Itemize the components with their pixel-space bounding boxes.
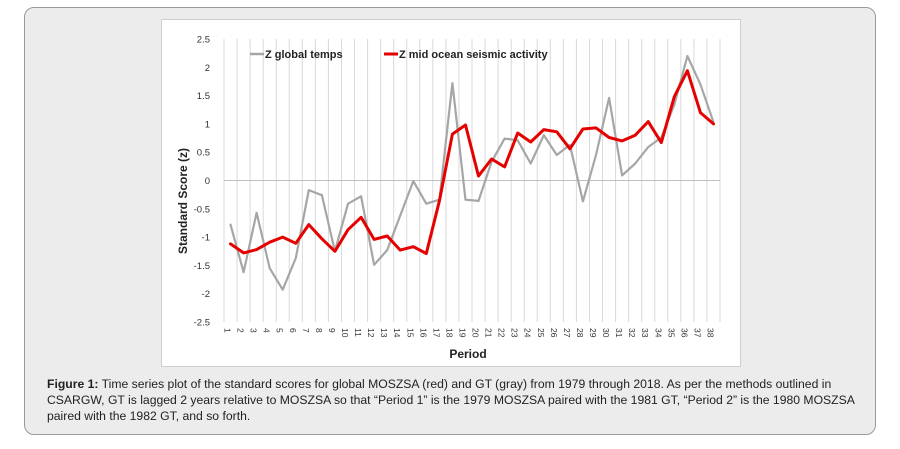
y-tick-label: -1 [202, 233, 210, 244]
x-tick-label: 31 [614, 328, 624, 338]
x-axis-label: Period [449, 347, 486, 361]
chart-panel: 2.5 2 1.5 1 0.5 0 -0.5 -1 -1.5 -2 -2.5 1 2 3 4 5 6 7 8 9 10… [161, 19, 741, 367]
line-chart: 2.521.510.50-0.5-1-1.5-2-2.5 1 2 3 4 5 6 7 8 9 10… [176, 35, 721, 361]
series-line-seismic-activity [229, 69, 715, 255]
x-tick-label: 14 [392, 328, 402, 338]
x-tick-label: 38 [705, 328, 715, 338]
x-tick-label: 24 [523, 328, 533, 338]
y-axis-ticks: 2.5 2 1.5 1 0.5 0 -0.5 -1 -1.5 -2 -2.5 [194, 35, 210, 329]
x-tick-label: 26 [549, 328, 559, 338]
figure-caption: Figure 1: Time series plot of the standa… [47, 376, 865, 424]
x-tick-label: 1 [223, 328, 233, 333]
x-tick-label: 21 [484, 328, 494, 338]
x-tick-label: 8 [314, 328, 324, 333]
y-tick-label: 0 [205, 176, 210, 187]
x-tick-label: 9 [327, 328, 337, 333]
x-tick-label: 25 [536, 328, 546, 338]
legend-label: Z global temps [265, 49, 343, 61]
x-tick-label: 10 [340, 328, 350, 338]
x-tick-label: 17 [431, 328, 441, 338]
series-lines [229, 54, 715, 291]
y-tick-label: -0.5 [194, 204, 210, 215]
series-line-global-temps [229, 54, 715, 291]
gridlines [223, 39, 721, 322]
x-tick-label: 7 [301, 328, 311, 333]
x-tick-label: 20 [471, 328, 481, 338]
x-tick-label: 19 [457, 328, 467, 338]
x-tick-label: 34 [653, 328, 663, 338]
figure-caption-text: Time series plot of the standard scores … [47, 377, 855, 423]
x-tick-label: 3 [249, 328, 259, 333]
x-tick-label: 33 [640, 328, 650, 338]
x-tick-label: 35 [666, 328, 676, 338]
x-tick-label: 30 [601, 328, 611, 338]
x-tick-label: 22 [497, 328, 507, 338]
y-tick-label: 2 [205, 63, 210, 74]
y-axis-label: Standard Score (z) [176, 148, 190, 254]
y-tick-label: -1.5 [194, 261, 210, 272]
x-tick-label: 28 [575, 328, 585, 338]
y-tick-label: -2.5 [194, 318, 210, 329]
x-tick-label: 32 [627, 328, 637, 338]
x-tick-label: 4 [262, 328, 272, 333]
figure-label: Figure 1: [47, 377, 99, 391]
x-tick-label: 36 [679, 328, 689, 338]
x-tick-label: 23 [510, 328, 520, 338]
legend: Z global temps Z mid ocean seismic activi… [250, 49, 548, 61]
x-tick-label: 18 [444, 328, 454, 338]
x-tick-label: 6 [288, 328, 298, 333]
y-tick-label: -2 [202, 289, 210, 300]
x-tick-label: 15 [405, 328, 415, 338]
legend-label: Z mid ocean seismic activity [399, 49, 548, 61]
x-axis-ticks: 1 2 3 4 5 6 7 8 9 10 11 12 13 14 15 16 17 18 19 20 21 22 23 24 2… [223, 328, 716, 338]
y-tick-label: 0.5 [197, 148, 210, 159]
x-tick-label: 2 [236, 328, 246, 333]
x-tick-label: 29 [588, 328, 598, 338]
y-tick-label: 1.5 [197, 91, 210, 102]
x-tick-label: 11 [353, 328, 363, 337]
y-tick-label: 1 [205, 119, 210, 130]
x-tick-label: 16 [418, 328, 428, 338]
y-tick-label: 2.5 [197, 35, 210, 46]
x-tick-label: 13 [379, 328, 389, 338]
x-tick-label: 27 [562, 328, 572, 338]
x-tick-label: 12 [366, 328, 376, 338]
x-tick-label: 37 [692, 328, 702, 338]
x-tick-label: 5 [275, 328, 285, 333]
